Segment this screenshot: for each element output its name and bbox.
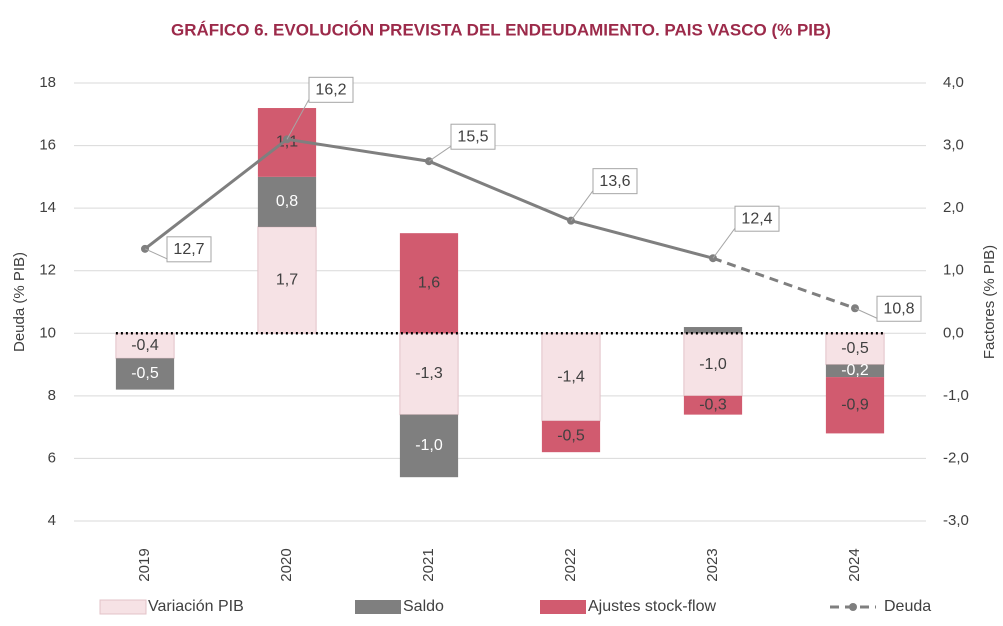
bar — [825, 364, 885, 378]
legend-swatch — [355, 600, 401, 614]
leader-line — [286, 99, 310, 140]
data-label: 10,8 — [883, 300, 914, 317]
legend-swatch — [99, 599, 147, 615]
legend-label: Ajustes stock-flow — [588, 598, 716, 615]
bar — [825, 377, 885, 434]
y-tick-label: 6 — [48, 449, 56, 466]
legend-swatch — [540, 600, 586, 614]
y-axis-label: Deuda (% PIB) — [11, 252, 28, 352]
data-label: 12,7 — [173, 241, 204, 258]
y2-tick-label: 0,0 — [943, 324, 964, 341]
leader-line — [144, 248, 168, 260]
data-label: -1,0 — [699, 356, 727, 373]
chart-title: GRÁFICO 6. EVOLUCIÓN PREVISTA DEL ENDEUD… — [171, 20, 831, 39]
data-label: -0,2 — [841, 362, 869, 379]
data-label: -0,5 — [557, 428, 585, 445]
x-tick-label: 2022 — [562, 548, 579, 581]
data-label: -1,0 — [415, 437, 443, 454]
bar — [541, 420, 601, 453]
bar — [683, 332, 743, 397]
legend-swatch — [849, 603, 857, 611]
leader-line — [854, 307, 878, 319]
y-tick-label: 18 — [39, 74, 56, 91]
y2-tick-label: 1,0 — [943, 262, 964, 279]
y-tick-label: 16 — [39, 137, 56, 154]
data-label: -0,4 — [131, 337, 159, 354]
data-label: -0,5 — [841, 340, 869, 357]
y2-tick-label: 2,0 — [943, 199, 964, 216]
data-label: 12,4 — [741, 210, 772, 227]
data-label: 0,8 — [276, 193, 298, 210]
bar — [257, 226, 317, 334]
bar — [399, 414, 459, 478]
data-label: -1,3 — [415, 365, 443, 382]
data-label: -0,3 — [699, 396, 727, 413]
y2-tick-label: 3,0 — [943, 137, 964, 154]
bar — [825, 332, 885, 366]
data-label: 15,5 — [457, 128, 488, 145]
line — [712, 256, 856, 310]
data-label: -1,4 — [557, 368, 585, 385]
bar — [257, 176, 317, 227]
x-tick-label: 2021 — [420, 548, 437, 581]
bar — [683, 395, 743, 415]
label-box — [734, 205, 780, 232]
legend-label: Deuda — [884, 598, 931, 615]
bar — [683, 327, 743, 334]
bar — [399, 233, 459, 334]
x-tick-label: 2020 — [278, 548, 295, 581]
data-label: 1,7 — [276, 271, 298, 288]
bar — [399, 332, 459, 416]
x-tick-label: 2023 — [704, 548, 721, 581]
y-tick-label: 8 — [48, 387, 56, 404]
label-box — [876, 295, 922, 322]
y2-tick-label: 4,0 — [943, 74, 964, 91]
data-label: 1,6 — [418, 274, 440, 291]
y2-tick-label: -1,0 — [943, 387, 969, 404]
label-box — [308, 76, 354, 103]
legend-label: Variación PIB — [148, 598, 244, 615]
label-box — [592, 168, 638, 195]
x-tick-label: 2019 — [136, 548, 153, 581]
bar — [115, 358, 175, 390]
y2-axis-label: Factores (% PIB) — [981, 245, 998, 359]
x-tick-label: 2024 — [846, 548, 863, 581]
bar — [115, 332, 175, 359]
leader-line — [712, 227, 736, 259]
label-box — [166, 236, 212, 263]
data-label: 16,2 — [315, 82, 346, 99]
y-tick-label: 4 — [48, 512, 56, 529]
y-tick-label: 12 — [39, 262, 56, 279]
leader-line — [570, 190, 594, 221]
y-tick-label: 10 — [39, 324, 56, 341]
leader-line — [428, 145, 452, 162]
label-box — [450, 123, 496, 150]
data-label: -0,9 — [841, 396, 869, 413]
data-label: -0,5 — [131, 365, 159, 382]
y-tick-label: 14 — [39, 199, 56, 216]
y2-tick-label: -2,0 — [943, 449, 969, 466]
data-label: 13,6 — [599, 173, 630, 190]
bar — [541, 332, 601, 422]
legend-label: Saldo — [403, 598, 444, 615]
y2-tick-label: -3,0 — [943, 512, 969, 529]
